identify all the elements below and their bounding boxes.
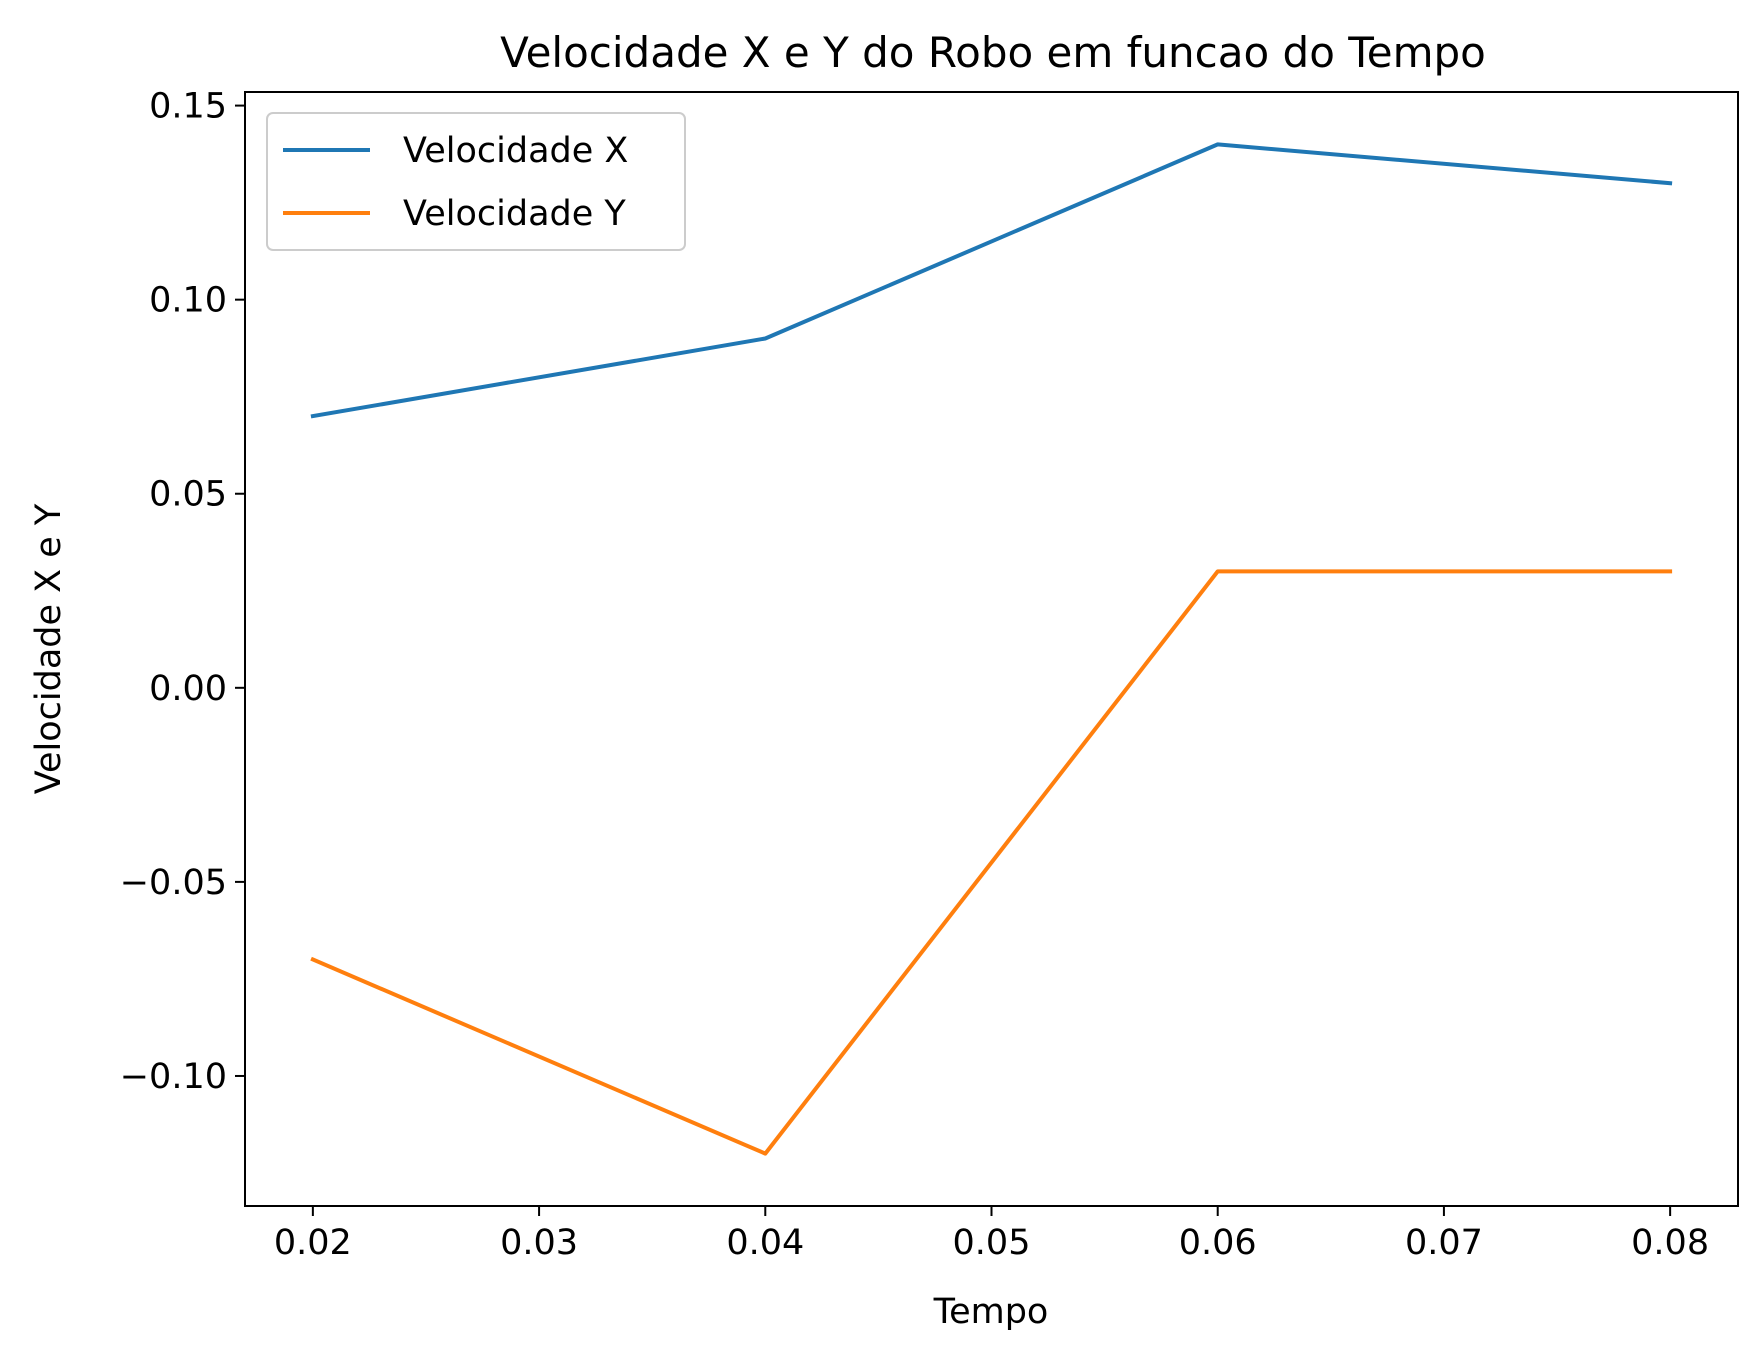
x-tick-label: 0.04: [726, 1223, 804, 1263]
y-tick-label: 0.00: [149, 669, 227, 709]
series-line-2: [310, 569, 1673, 1156]
y-tick-label: 0.15: [149, 87, 227, 127]
legend-label-2: Velocidade Y: [403, 194, 626, 234]
series-layer: [310, 142, 1673, 1156]
x-tick-label: 0.07: [1405, 1223, 1483, 1263]
legend: Velocidade X Velocidade Y: [266, 112, 686, 251]
x-axis-label: Tempo: [933, 1292, 1049, 1332]
y-tick-label: 0.05: [149, 475, 227, 515]
x-tick-label: 0.08: [1631, 1223, 1709, 1263]
x-tick-label: 0.02: [274, 1223, 352, 1263]
x-tick-label: 0.03: [500, 1223, 578, 1263]
chart-title: Velocidade X e Y do Robo em funcao do Te…: [500, 28, 1486, 77]
x-tick-label: 0.06: [1179, 1223, 1257, 1263]
y-tick-label: 0.10: [149, 281, 227, 321]
legend-label-1: Velocidade X: [403, 131, 628, 171]
y-tick-label: −0.10: [120, 1057, 227, 1097]
series-line-1: [310, 142, 1673, 419]
y-axis-label: Velocidade X e Y: [29, 503, 69, 794]
x-tick-label: 0.05: [953, 1223, 1031, 1263]
legend-box: [266, 112, 686, 251]
y-axis: 0.15 0.10 0.05 0.00 −0.05 −0.10: [120, 87, 245, 1097]
y-tick-label: −0.05: [120, 863, 227, 903]
x-axis: 0.02 0.03 0.04 0.05 0.06 0.07 0.08: [274, 1206, 1709, 1263]
